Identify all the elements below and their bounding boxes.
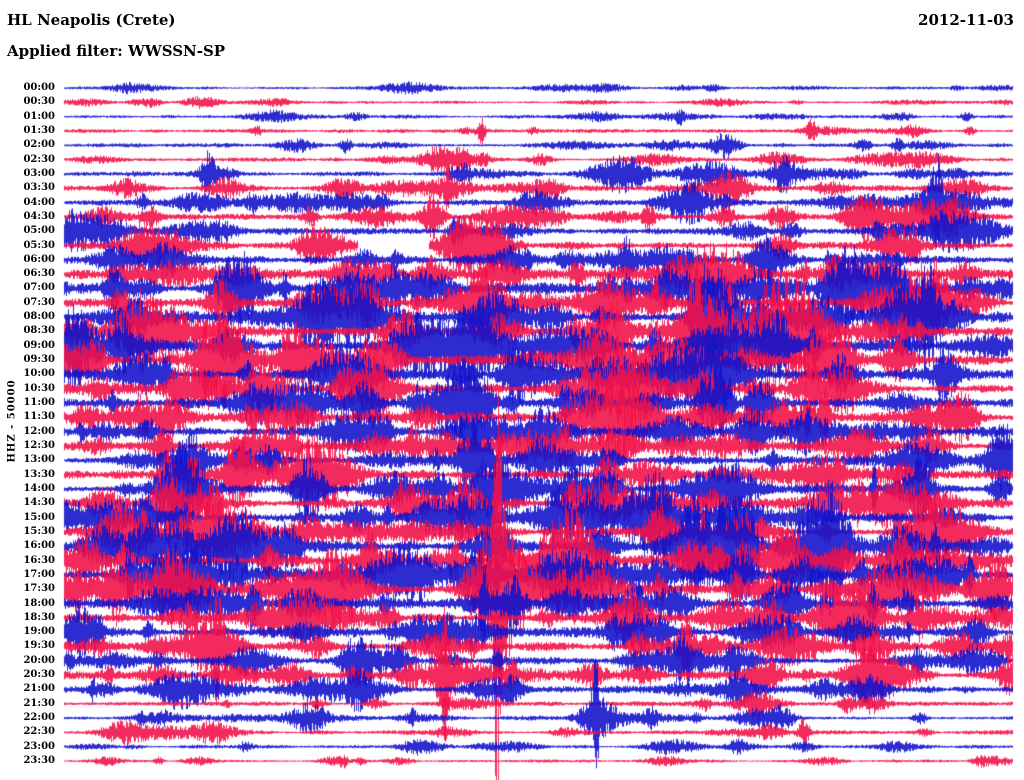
seismogram-trace-canvas [0,0,1024,780]
